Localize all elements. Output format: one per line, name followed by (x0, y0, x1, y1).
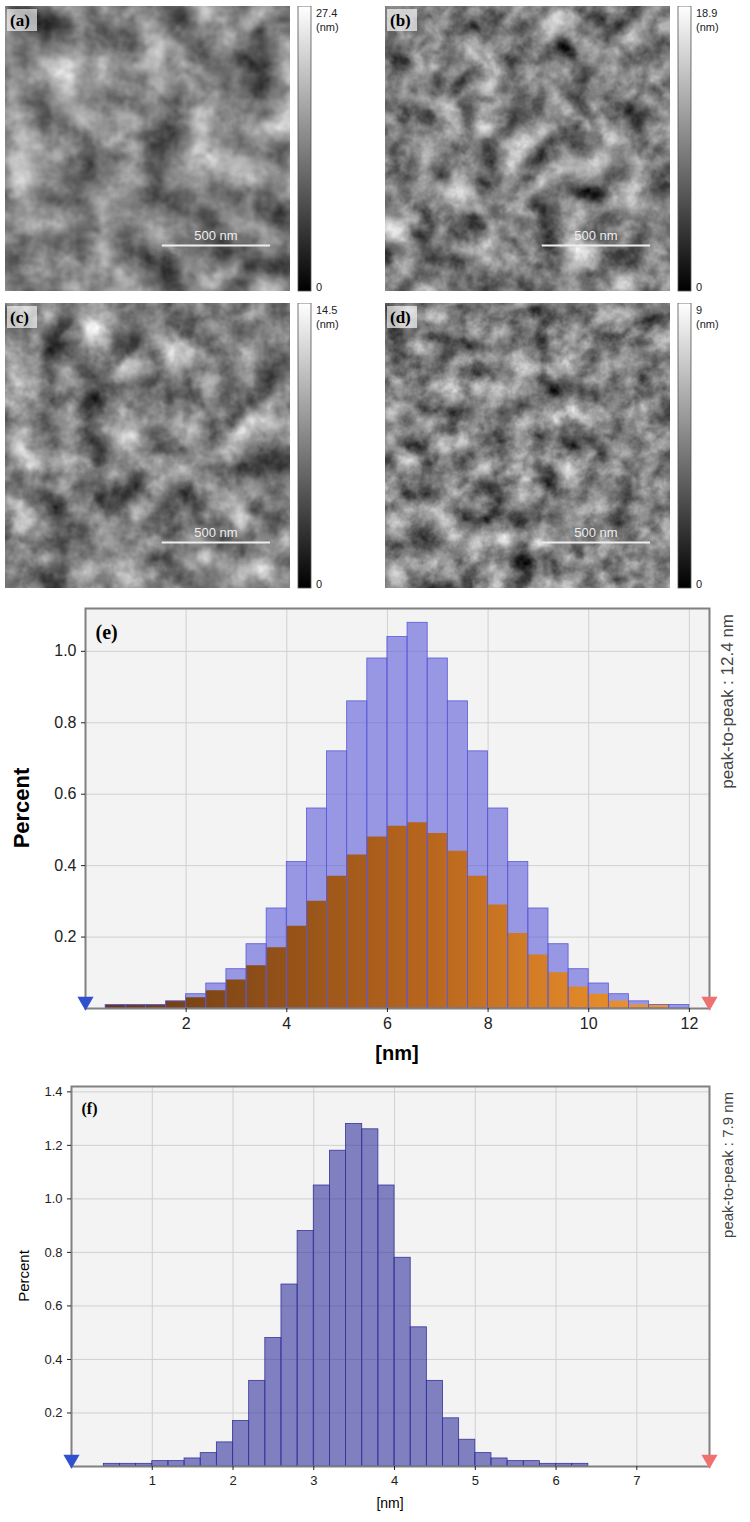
svg-text:27.4: 27.4 (316, 7, 337, 19)
svg-text:(nm): (nm) (316, 318, 339, 330)
svg-text:0: 0 (696, 281, 702, 293)
svg-text:0.6: 0.6 (54, 785, 76, 802)
svg-text:2: 2 (182, 1015, 191, 1032)
svg-text:1.2: 1.2 (44, 1138, 62, 1153)
svg-text:Percent: Percent (9, 767, 34, 848)
svg-text:0: 0 (696, 578, 702, 590)
svg-text:(nm): (nm) (696, 318, 719, 330)
svg-text:0: 0 (316, 281, 322, 293)
svg-text:0.2: 0.2 (54, 928, 76, 945)
svg-text:3: 3 (310, 1473, 317, 1488)
svg-text:4: 4 (282, 1015, 291, 1032)
svg-text:14.5: 14.5 (316, 304, 337, 316)
svg-text:peak-to-peak : 7.9 nm: peak-to-peak : 7.9 nm (719, 1092, 736, 1238)
svg-text:5: 5 (472, 1473, 479, 1488)
svg-text:(e): (e) (96, 621, 118, 644)
svg-text:500 nm: 500 nm (574, 525, 617, 540)
svg-text:0.6: 0.6 (44, 1298, 62, 1313)
svg-text:4: 4 (391, 1473, 398, 1488)
svg-text:(c): (c) (10, 308, 29, 327)
svg-text:12: 12 (680, 1015, 698, 1032)
svg-text:9: 9 (696, 304, 702, 316)
svg-text:(f): (f) (82, 1100, 98, 1118)
svg-text:1.0: 1.0 (54, 642, 76, 659)
svg-text:0.8: 0.8 (44, 1245, 62, 1260)
svg-text:500 nm: 500 nm (574, 228, 617, 243)
svg-text:7: 7 (633, 1473, 640, 1488)
svg-text:2: 2 (229, 1473, 236, 1488)
svg-text:500 nm: 500 nm (194, 525, 237, 540)
svg-text:1.0: 1.0 (44, 1191, 62, 1206)
svg-text:0.2: 0.2 (44, 1405, 62, 1420)
svg-text:Percent: Percent (15, 1249, 32, 1302)
svg-text:1.4: 1.4 (44, 1084, 62, 1099)
svg-text:(b): (b) (390, 11, 411, 30)
svg-text:0: 0 (316, 578, 322, 590)
svg-text:[nm]: [nm] (376, 1495, 403, 1511)
svg-text:18.9: 18.9 (696, 7, 717, 19)
svg-text:[nm]: [nm] (375, 1042, 418, 1064)
svg-text:0.4: 0.4 (44, 1352, 62, 1367)
svg-text:(nm): (nm) (696, 21, 719, 33)
svg-text:8: 8 (484, 1015, 493, 1032)
svg-text:(a): (a) (10, 11, 30, 30)
svg-text:6: 6 (552, 1473, 559, 1488)
svg-text:peak-to-peak : 12.4 nm: peak-to-peak : 12.4 nm (718, 614, 737, 789)
svg-text:500 nm: 500 nm (194, 228, 237, 243)
svg-text:(d): (d) (390, 308, 411, 327)
svg-text:6: 6 (383, 1015, 392, 1032)
svg-text:10: 10 (580, 1015, 598, 1032)
svg-text:0.8: 0.8 (54, 714, 76, 731)
svg-text:1: 1 (149, 1473, 156, 1488)
svg-text:0.4: 0.4 (54, 857, 76, 874)
svg-text:(nm): (nm) (316, 21, 339, 33)
